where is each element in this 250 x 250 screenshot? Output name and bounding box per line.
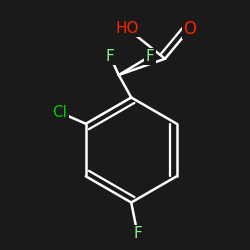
Text: F: F [106, 49, 114, 64]
Text: HO: HO [116, 21, 139, 36]
Text: F: F [133, 226, 142, 241]
Text: Cl: Cl [52, 105, 68, 120]
Text: O: O [184, 20, 196, 38]
Text: F: F [146, 49, 154, 64]
